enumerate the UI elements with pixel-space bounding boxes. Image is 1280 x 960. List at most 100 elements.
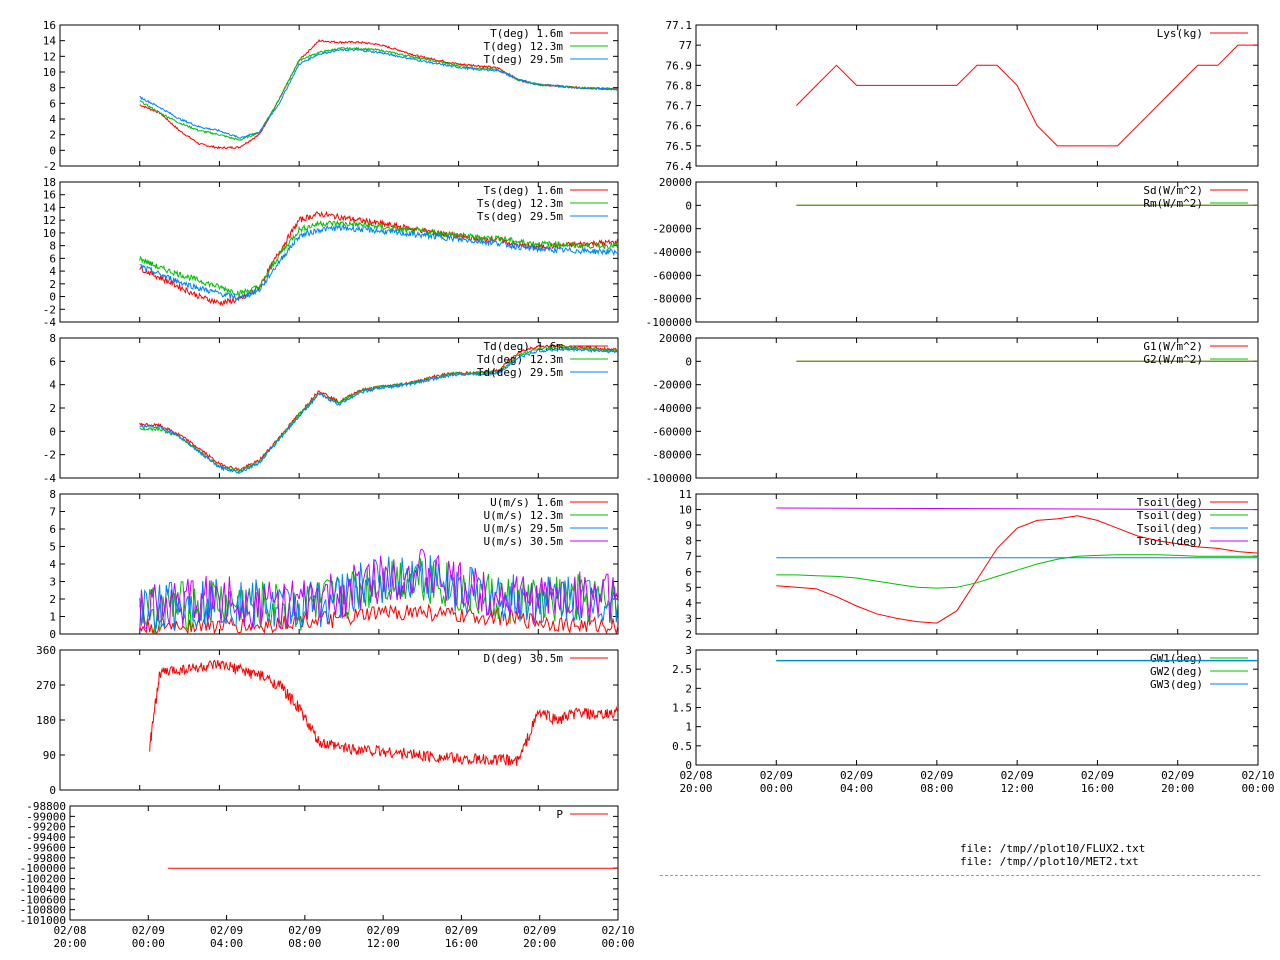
- legend-label: G1(W/m^2): [1143, 340, 1203, 353]
- y-tick-label: 270: [36, 679, 56, 692]
- y-tick-label: 2: [685, 628, 692, 641]
- x-tick-time: 20:00: [1161, 782, 1194, 795]
- y-tick-label: 10: [679, 504, 692, 517]
- legend-label: Td(deg) 29.5m: [477, 366, 563, 379]
- x-tick-time: 20:00: [679, 782, 712, 795]
- x-tick-time: 08:00: [288, 937, 321, 950]
- x-tick-date: 02/08: [679, 769, 712, 782]
- x-tick-date: 02/09: [523, 924, 556, 937]
- y-tick-label: 6: [49, 355, 56, 368]
- y-tick-label: 6: [685, 566, 692, 579]
- y-tick-label: -20000: [652, 379, 692, 392]
- x-tick-time: 16:00: [445, 937, 478, 950]
- y-tick-label: -4: [43, 472, 57, 485]
- y-tick-label: 16: [43, 189, 56, 202]
- y-tick-label: 8: [49, 82, 56, 95]
- legend-label: Tsoil(deg): [1137, 509, 1203, 522]
- panel-g: -100000 -80000 -60000 -40000 -20000 0 20000 G1(…: [646, 332, 1259, 485]
- y-tick-label: 3: [49, 576, 56, 589]
- y-tick-label: -80000: [652, 293, 692, 306]
- y-tick-label: 2: [49, 593, 56, 606]
- y-tick-label: 4: [49, 113, 56, 126]
- y-tick-label: 2.5: [672, 663, 692, 676]
- y-tick-label: 0: [49, 425, 56, 438]
- series-line-ts-2: [139, 223, 619, 302]
- x-tick-time: 00:00: [601, 937, 634, 950]
- x-tick-date: 02/09: [760, 769, 793, 782]
- y-tick-label: 1: [685, 721, 692, 734]
- x-tick-date: 02/09: [132, 924, 165, 937]
- y-tick-label: 76.5: [666, 140, 693, 153]
- y-tick-label: 3: [685, 644, 692, 657]
- panel-gw: 00.511.522.5302/0820:0002/0900:0002/0904…: [672, 644, 1274, 795]
- y-tick-label: -4: [43, 316, 57, 329]
- y-tick-label: -2: [43, 449, 56, 462]
- legend-label: U(m/s) 1.6m: [490, 496, 563, 509]
- y-tick-label: 5: [685, 581, 692, 594]
- panel-u: 0 1 2 3 4 5 6 7 8 U(m/s) 1.6mU(m/s) 12.3mU(m/s) 2…: [49, 488, 619, 641]
- y-tick-label: -60000: [652, 425, 692, 438]
- series-line-ts-1: [139, 219, 619, 298]
- y-tick-label: -99400: [26, 831, 66, 844]
- y-tick-label: -2: [43, 160, 56, 173]
- y-tick-label: 8: [49, 332, 56, 345]
- y-tick-label: -99200: [26, 821, 66, 834]
- y-tick-label: 8: [49, 240, 56, 253]
- legend-label: GW1(deg): [1150, 652, 1203, 665]
- y-tick-label: 0: [49, 784, 56, 797]
- y-tick-label: 90: [43, 749, 56, 762]
- y-tick-label: -101000: [20, 914, 66, 927]
- y-tick-label: -99800: [26, 852, 66, 865]
- y-tick-label: -100600: [20, 893, 66, 906]
- y-tick-label: 4: [685, 597, 692, 610]
- y-tick-label: 2: [49, 129, 56, 142]
- legend-label: GW3(deg): [1150, 678, 1203, 691]
- y-tick-label: 2: [685, 682, 692, 695]
- legend-label: T(deg) 1.6m: [490, 27, 563, 40]
- series-line-d-0: [149, 659, 619, 766]
- x-tick-date: 02/09: [288, 924, 321, 937]
- y-tick-label: -40000: [652, 246, 692, 259]
- y-tick-label: 76.9: [666, 59, 693, 72]
- y-tick-label: 8: [685, 535, 692, 548]
- y-tick-label: -20000: [652, 223, 692, 236]
- x-tick-time: 12:00: [367, 937, 400, 950]
- x-tick-time: 20:00: [523, 937, 556, 950]
- y-tick-label: 76.8: [666, 79, 693, 92]
- y-tick-label: -100000: [646, 316, 692, 329]
- y-tick-label: -99600: [26, 841, 66, 854]
- y-tick-label: -80000: [652, 449, 692, 462]
- y-tick-label: 20000: [659, 332, 692, 345]
- plot-frame: [695, 493, 1259, 635]
- legend-label: U(m/s) 12.3m: [484, 509, 564, 522]
- x-tick-time: 12:00: [1001, 782, 1034, 795]
- series-line-tsoil-0: [776, 515, 1259, 624]
- series-line-lys-0: [796, 44, 1258, 147]
- x-tick-time: 04:00: [840, 782, 873, 795]
- y-tick-label: 4: [49, 379, 56, 392]
- y-tick-label: 20000: [659, 176, 692, 189]
- y-tick-label: 0: [685, 199, 692, 212]
- y-tick-label: 4: [49, 265, 56, 278]
- panel-tsoil: 234567891011Tsoil(deg)Tsoil(deg)Tsoil(de…: [679, 488, 1259, 641]
- y-tick-label: 12: [43, 50, 56, 63]
- legend-label: Ts(deg) 12.3m: [477, 197, 563, 210]
- y-tick-label: 0.5: [672, 740, 692, 753]
- file-info: file: /tmp//plot10/FLUX2.txt file: /tmp/…: [960, 842, 1145, 868]
- legend-label: Td(deg) 1.6m: [484, 340, 564, 353]
- x-tick-date: 02/10: [601, 924, 634, 937]
- y-tick-label: 6: [49, 523, 56, 536]
- y-tick-label: 0: [685, 355, 692, 368]
- legend-label: D(deg) 30.5m: [484, 652, 564, 665]
- series-line-u-3: [139, 548, 619, 633]
- y-tick-label: 1: [49, 611, 56, 624]
- x-tick-date: 02/10: [1241, 769, 1274, 782]
- legend-label: Tsoil(deg): [1137, 535, 1203, 548]
- series-line-td-2: [139, 347, 618, 474]
- y-tick-label: 180: [36, 714, 56, 727]
- y-tick-label: 76.4: [666, 160, 693, 173]
- y-tick-label: 0: [49, 291, 56, 304]
- y-tick-label: 12: [43, 214, 56, 227]
- x-tick-date: 02/09: [1001, 769, 1034, 782]
